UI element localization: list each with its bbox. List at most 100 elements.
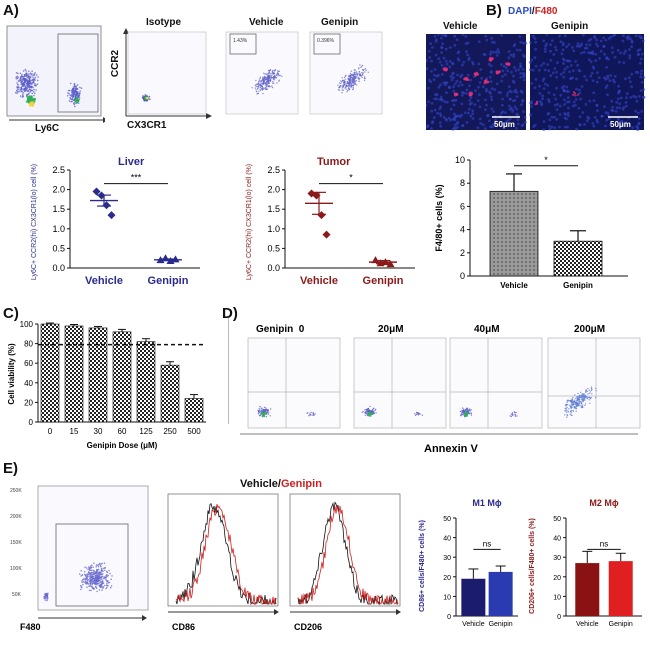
- d-apoptotic-dot: [571, 414, 573, 416]
- m1-title: M1 Mϕ: [472, 498, 502, 508]
- d-live-dot: [461, 407, 464, 409]
- e-gate-dot: [89, 580, 91, 582]
- a-gate-dot: [16, 86, 19, 89]
- a-gate-ly6c-dot: [71, 94, 74, 97]
- m2-bar: [608, 561, 633, 616]
- d-apoptotic-dot: [590, 387, 593, 390]
- liver-y-tick-label: 2.5: [52, 165, 65, 175]
- a-veh-dot: [265, 73, 267, 75]
- a-gate-ly6c-dot: [69, 98, 71, 100]
- b-nucleus: [542, 120, 546, 123]
- b-nucleus: [549, 43, 552, 46]
- e-gate-dot: [101, 575, 104, 577]
- b-nucleus: [522, 78, 526, 82]
- b-nucleus: [642, 76, 646, 79]
- a-gen-dot: [340, 80, 342, 82]
- d-dose-0: Genipin 0: [256, 324, 305, 335]
- b-nucleus: [629, 37, 632, 41]
- a-gate-dot: [27, 84, 30, 86]
- a-facs-genipin: [309, 31, 383, 115]
- b-stain-dapi: DAPI: [508, 6, 532, 17]
- a-gate-ly6c-dot: [71, 100, 73, 103]
- b-nucleus: [452, 85, 455, 89]
- b-nucleus: [565, 45, 569, 49]
- b-nucleus: [437, 57, 441, 60]
- a-facs-isotype: [127, 31, 207, 115]
- b-nucleus: [540, 102, 544, 105]
- b-nucleus: [538, 92, 542, 95]
- a-gen-dot: [342, 79, 345, 82]
- b-nucleus: [555, 86, 558, 90]
- b-nucleus: [468, 56, 471, 60]
- a-veh-dot: [254, 85, 257, 87]
- e-gate-dot: [81, 574, 84, 576]
- a-veh-dot: [270, 77, 273, 79]
- a-gate-ly6c-dot: [74, 94, 76, 96]
- a-gate-dot: [19, 72, 22, 75]
- b-nucleus: [622, 34, 625, 37]
- b-y-tick-label: 6: [460, 201, 465, 211]
- b-nucleus: [622, 61, 626, 65]
- b-nucleus: [567, 114, 570, 118]
- b-nucleus: [494, 118, 497, 122]
- a-gate-dot: [25, 82, 28, 85]
- b-nucleus: [604, 86, 608, 90]
- b-nucleus: [563, 116, 567, 120]
- a-gate-ly6c-dot: [72, 87, 75, 90]
- a-gen-dot: [363, 79, 366, 81]
- b-nucleus: [563, 103, 566, 106]
- a-gen-dot: [343, 76, 346, 79]
- b-nucleus: [600, 114, 604, 118]
- b-nucleus: [578, 91, 582, 95]
- b-nucleus: [501, 97, 504, 101]
- b-nucleus: [433, 73, 436, 77]
- b-nucleus: [440, 98, 444, 102]
- d-live-dot: [364, 409, 366, 411]
- e-hist-xlabel-cd86: CD86: [172, 622, 195, 632]
- d-apoptotic-dot: [576, 399, 578, 401]
- e-gate-dot: [78, 573, 81, 575]
- e-gate-dot: [100, 567, 103, 570]
- e-gate-dot: [111, 575, 113, 577]
- a-gen-dot: [343, 84, 345, 86]
- e-gate-dot: [91, 583, 93, 586]
- b-nucleus: [604, 111, 608, 115]
- b-nucleus: [572, 49, 576, 53]
- e-gate-density: [43, 562, 113, 602]
- d-apoptotic-dot: [589, 402, 591, 404]
- b-nucleus: [467, 111, 470, 115]
- a-gate-dot: [24, 78, 27, 81]
- d-live-dot: [257, 411, 260, 413]
- b-nucleus: [508, 107, 512, 111]
- b-nucleus: [482, 53, 486, 56]
- b-f480-signal-dot: [574, 94, 577, 97]
- b-title-genipin: Genipin: [551, 21, 589, 32]
- a-gate-dot: [20, 90, 22, 93]
- e-gate-dot: [107, 580, 109, 582]
- b-nucleus: [608, 123, 612, 126]
- e-gate-dot: [88, 567, 90, 569]
- a-gate-ly6c-dot: [68, 100, 71, 102]
- d-apoptotic-dot: [588, 399, 590, 401]
- a-veh-dot: [271, 74, 273, 77]
- e-gate-dot: [90, 581, 92, 584]
- liver-point: [102, 201, 111, 210]
- a-veh-dot: [268, 82, 271, 84]
- e-gate-dot: [92, 574, 94, 576]
- b-nucleus: [550, 115, 554, 119]
- d-early-dot: [314, 413, 316, 415]
- b-nucleus: [562, 71, 566, 74]
- e-gate-dot: [104, 569, 106, 572]
- a-gen-dot: [341, 92, 343, 94]
- a-gate-core-dot: [30, 99, 33, 102]
- b-nucleus: [428, 56, 432, 59]
- b-nucleus: [434, 53, 438, 57]
- b-nucleus: [440, 34, 444, 37]
- b-nucleus: [497, 91, 501, 94]
- b-nucleus: [522, 110, 525, 114]
- d-live-dot: [469, 410, 471, 412]
- b-nucleus: [635, 125, 638, 128]
- b-nucleus: [642, 95, 646, 99]
- liver-y-tick-label: 0.0: [52, 263, 65, 273]
- a-gate-ly6c-dot: [74, 105, 76, 108]
